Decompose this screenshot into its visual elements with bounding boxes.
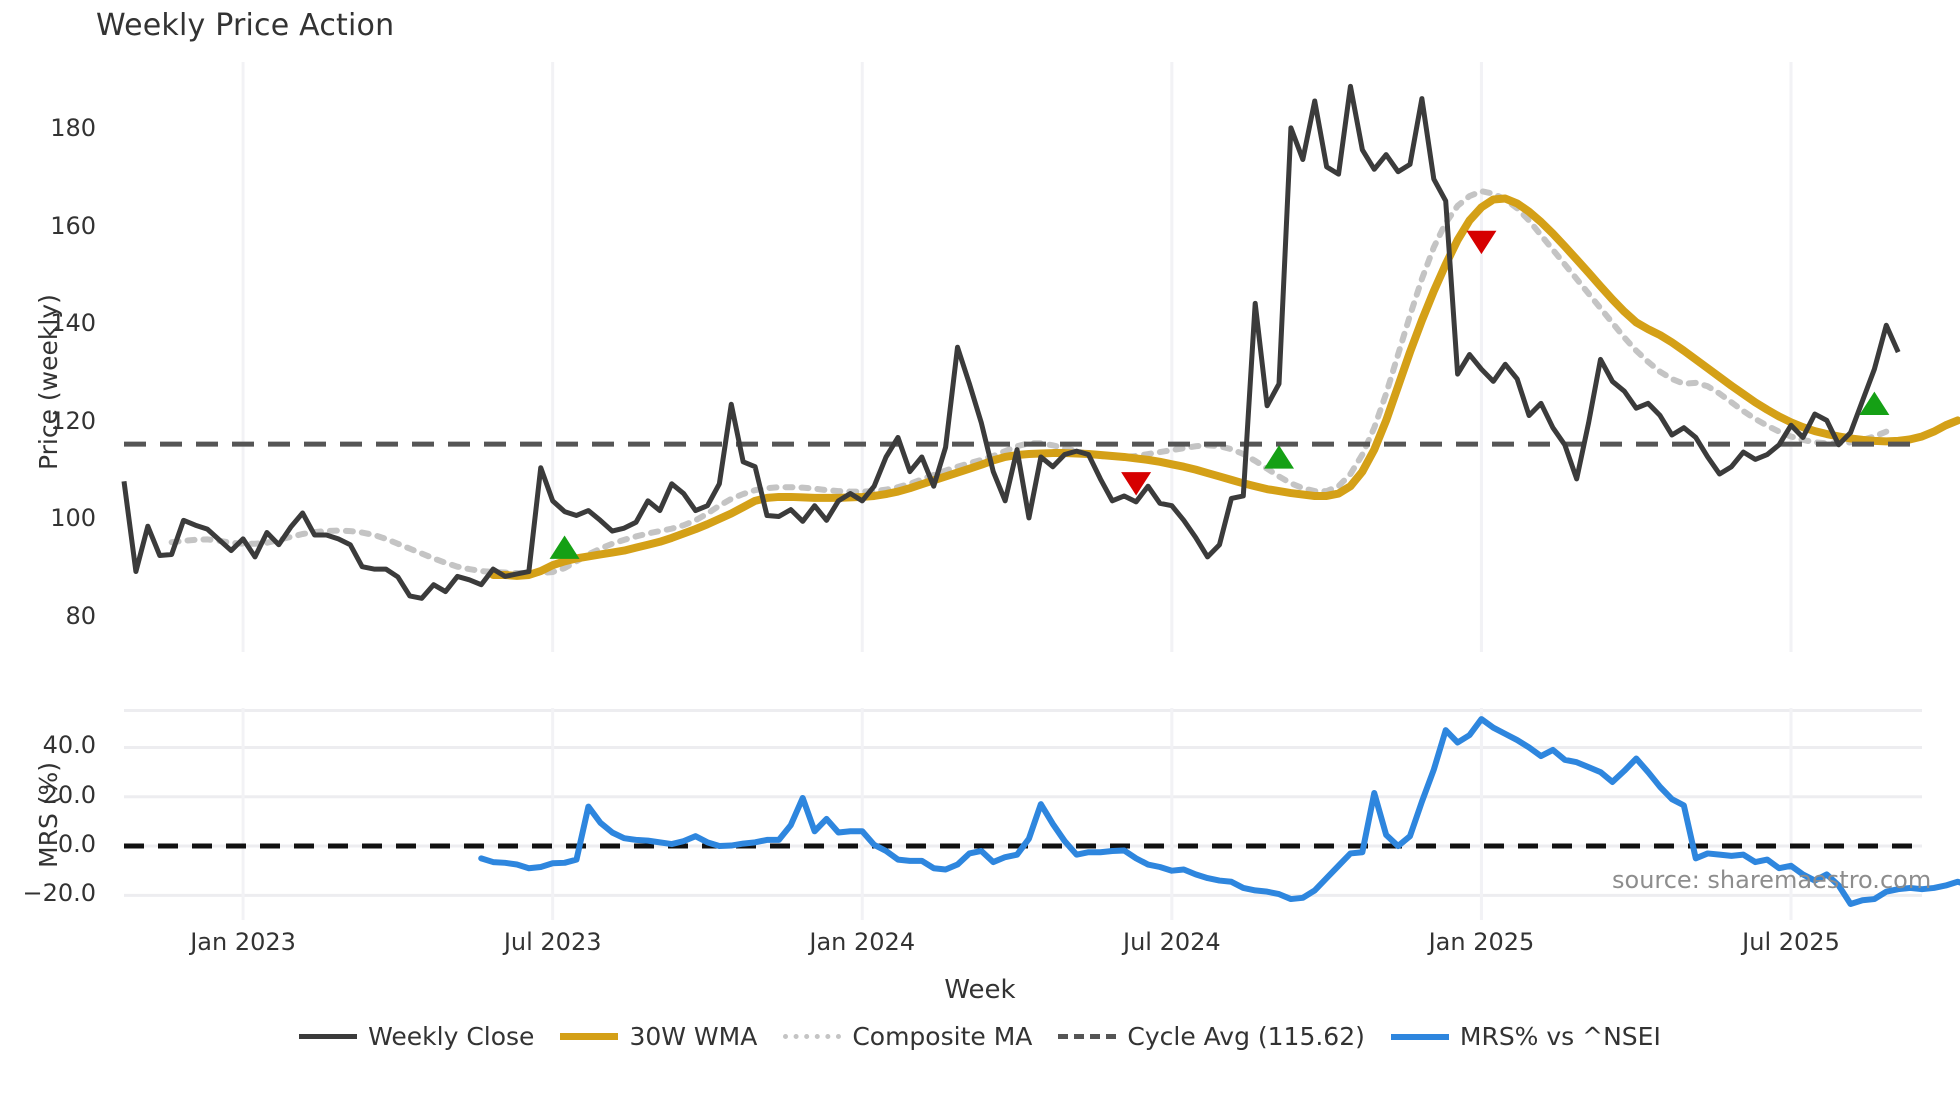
buy-marker-2[interactable] bbox=[1264, 445, 1295, 469]
mrs-y-tick: 0.0 bbox=[57, 830, 96, 859]
mrs-y-tick: 20.0 bbox=[42, 780, 96, 809]
x-tick-jul-2024: Jul 2024 bbox=[1122, 928, 1221, 956]
buy-marker-4[interactable] bbox=[1859, 391, 1890, 416]
chart-legend: Weekly Close 30W WMA Composite MA Cycle Avg… bbox=[0, 1022, 1960, 1051]
legend-weekly-close[interactable]: Weekly Close bbox=[299, 1022, 534, 1051]
mrs-axis-label: MRS (%) bbox=[34, 761, 63, 868]
mrs-y-tick: −20.0 bbox=[22, 879, 96, 908]
buy-marker-0[interactable] bbox=[549, 535, 580, 559]
price-y-tick: 80 bbox=[65, 601, 96, 630]
legend-mrs-swatch bbox=[1390, 1033, 1449, 1040]
series-weekly-close bbox=[121, 83, 1901, 601]
legend-composite-ma-label: Composite MA bbox=[852, 1022, 1033, 1051]
sell-marker-1[interactable] bbox=[1121, 472, 1152, 496]
legend-weekly-close-swatch bbox=[299, 1034, 358, 1039]
legend-composite-ma[interactable]: Composite MA bbox=[783, 1022, 1032, 1051]
x-axis-label: Week bbox=[944, 975, 1016, 1005]
legend-composite-ma-swatch bbox=[783, 1034, 842, 1039]
source-watermark: source: sharemaestro.com bbox=[1612, 866, 1932, 894]
series-composite-ma bbox=[168, 188, 1890, 577]
legend-30w-wma-label: 30W WMA bbox=[629, 1022, 758, 1051]
mrs-chart-panel bbox=[124, 708, 1960, 920]
legend-mrs[interactable]: MRS% vs ^NSEI bbox=[1390, 1022, 1661, 1051]
legend-cycle-avg-swatch bbox=[1058, 1034, 1117, 1039]
x-tick-jan-2024: Jan 2024 bbox=[809, 928, 916, 956]
x-tick-jan-2025: Jan 2025 bbox=[1428, 928, 1535, 956]
legend-weekly-close-label: Weekly Close bbox=[368, 1022, 535, 1051]
series-mrs bbox=[478, 716, 1960, 907]
legend-cycle-avg-label: Cycle Avg (115.62) bbox=[1127, 1022, 1365, 1051]
price-y-tick: 100 bbox=[50, 504, 96, 533]
sell-marker-3[interactable] bbox=[1466, 230, 1497, 255]
x-tick-jul-2025: Jul 2025 bbox=[1742, 928, 1840, 956]
series-30w-wma bbox=[489, 194, 1960, 580]
price-y-tick: 120 bbox=[50, 406, 96, 435]
page-title: Weekly Price Action bbox=[96, 8, 395, 43]
price-y-tick: 140 bbox=[50, 309, 96, 338]
legend-mrs-label: MRS% vs ^NSEI bbox=[1459, 1022, 1661, 1051]
mrs-y-tick: 40.0 bbox=[42, 731, 96, 760]
price-y-tick: 180 bbox=[50, 114, 96, 143]
legend-cycle-avg[interactable]: Cycle Avg (115.62) bbox=[1058, 1022, 1365, 1051]
price-chart-panel bbox=[121, 62, 1960, 652]
legend-30w-wma[interactable]: 30W WMA bbox=[560, 1022, 757, 1051]
x-tick-jan-2023: Jan 2023 bbox=[190, 928, 296, 956]
price-axis-label: Price (weekly) bbox=[34, 294, 63, 470]
price-y-tick: 160 bbox=[50, 211, 96, 240]
x-tick-jul-2023: Jul 2023 bbox=[503, 928, 602, 956]
legend-30w-wma-swatch bbox=[560, 1033, 619, 1040]
